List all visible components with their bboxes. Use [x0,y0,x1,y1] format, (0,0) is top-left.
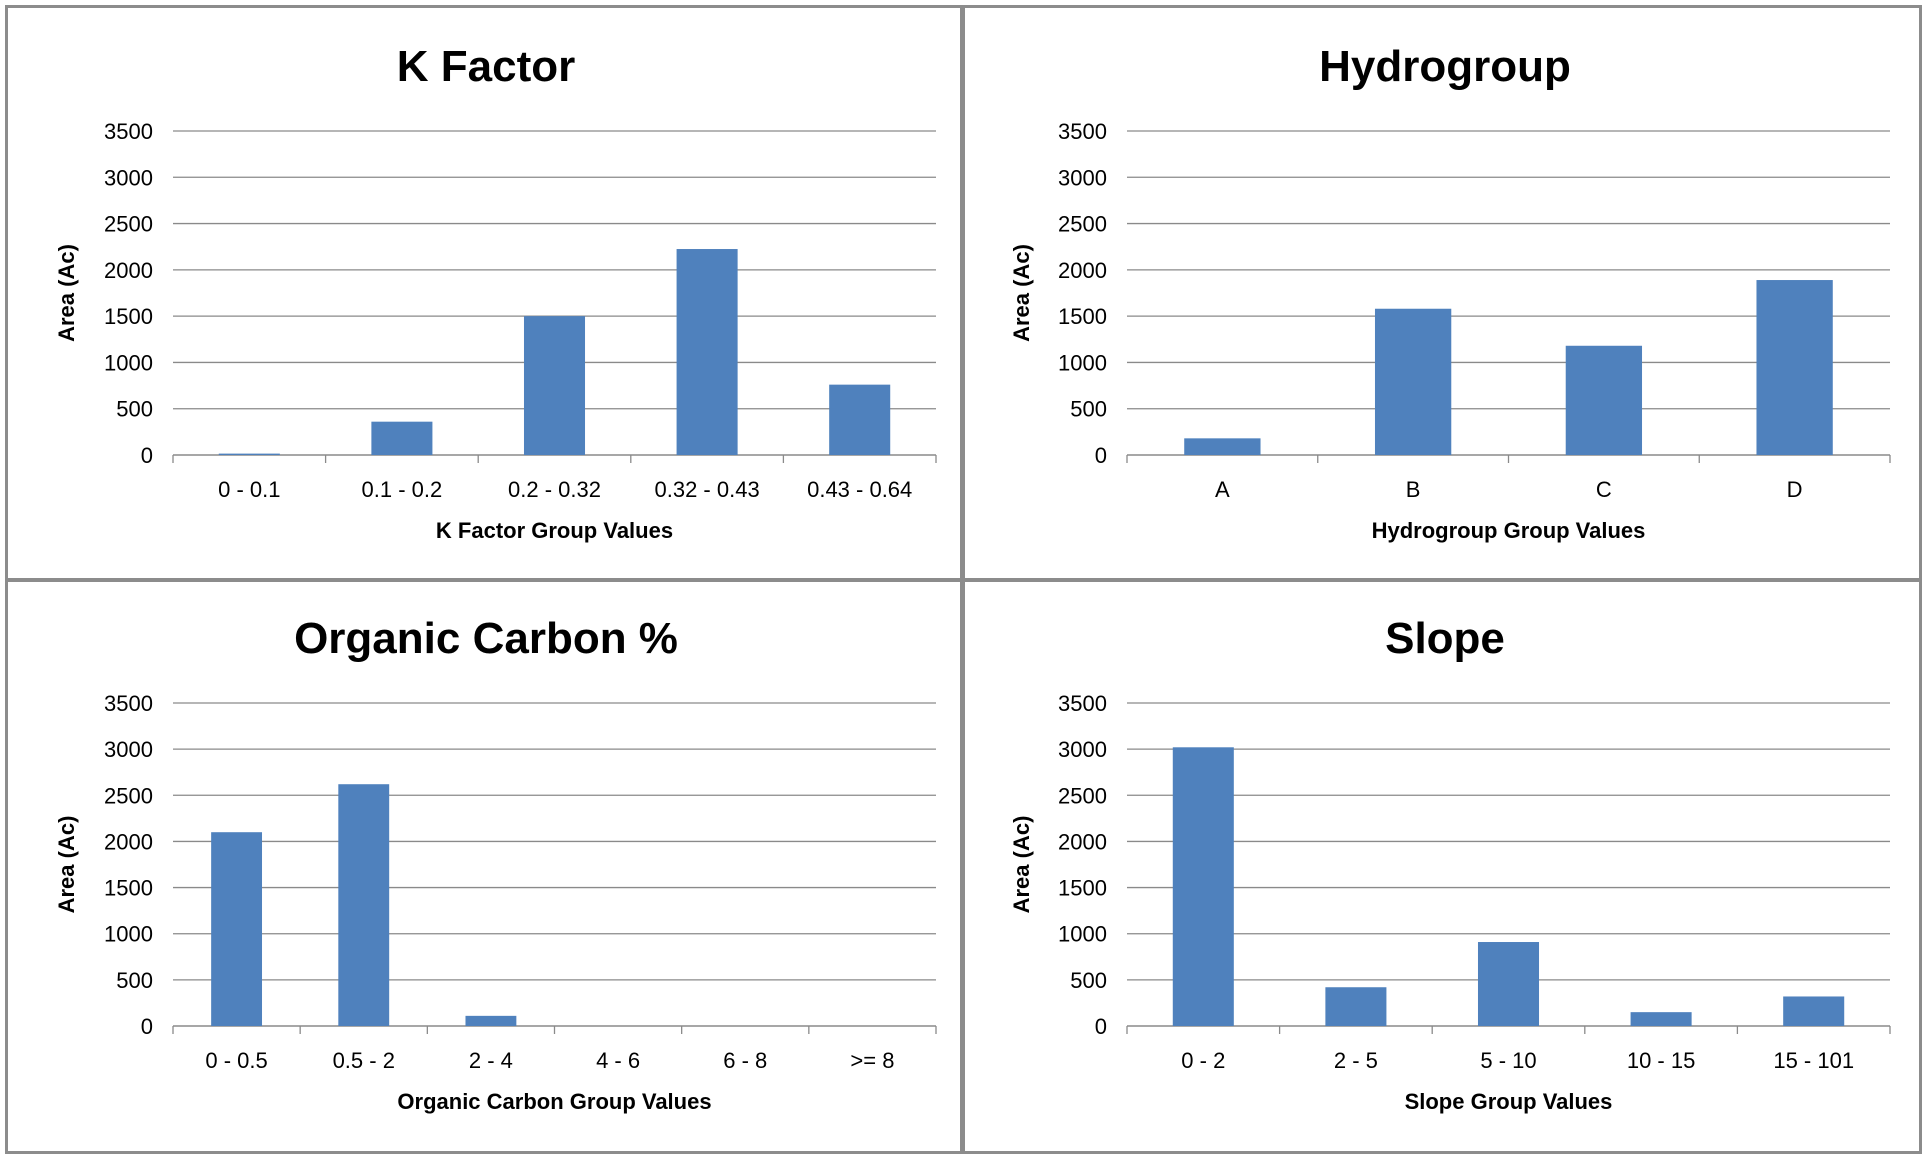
y-tick-label: 3500 [1058,691,1107,716]
bar [1172,747,1234,1026]
y-tick-label: 1500 [104,304,153,329]
y-tick-label: 500 [1070,397,1107,422]
x-tick-label: 0.5 - 2 [333,1048,395,1073]
y-tick-label: 0 [1095,1014,1107,1039]
x-tick-label: 0 - 0.5 [205,1048,267,1073]
x-tick-label: 0 - 0.1 [218,477,280,502]
bar [523,316,586,455]
y-tick-label: 500 [116,968,153,993]
x-tick-label: 6 - 8 [723,1048,767,1073]
y-tick-label: 1000 [1058,350,1107,375]
bar [1184,438,1261,455]
y-tick-label: 2500 [1058,783,1107,808]
k-factor-chart-panel: 0 500 1000 1500 2000 2500 3000 3500 0 - 0.1 0.1 -… [5,5,963,581]
organic-carbon-chart: 0 500 1000 1500 2000 2500 3000 3500 0 - 0.5 0.5 -… [54,614,937,1114]
bar [1630,1012,1692,1026]
y-tick-label: 500 [1070,968,1107,993]
hydrogroup-chart-panel: 0 500 1000 1500 2000 2500 3000 3500 A B C D Hydrogro… [962,5,1922,581]
y-tick-label: 3000 [1058,737,1107,762]
x-tick-label: 0 - 2 [1181,1048,1225,1073]
x-tick-label: 0.32 - 0.43 [655,477,760,502]
y-tick-label: 2500 [104,212,153,237]
y-tick-label: 2000 [1058,829,1107,854]
y-tick-label: 3500 [104,691,153,716]
y-tick-label: 3000 [104,737,153,762]
y-tick-label: 1500 [1058,304,1107,329]
y-tick-label: 1000 [1058,922,1107,947]
y-tick-label: 2000 [104,829,153,854]
chart-title: Hydrogroup [1319,42,1571,91]
x-axis-title: K Factor Group Values [436,518,673,543]
bar [211,832,263,1026]
x-tick-label: 0.1 - 0.2 [362,477,443,502]
y-tick-label: 1500 [104,876,153,901]
x-axis-title: Organic Carbon Group Values [397,1089,711,1114]
x-tick-label: 5 - 10 [1480,1048,1536,1073]
hydrogroup-chart: 0 500 1000 1500 2000 2500 3000 3500 A B C D Hydrogro… [1009,42,1891,543]
bar [1565,345,1643,455]
bar [1756,280,1833,455]
y-tick-label: 2500 [1058,212,1107,237]
y-axis-title: Area (Ac) [1009,244,1034,342]
x-axis-title: Hydrogroup Group Values [1372,518,1646,543]
bar [1477,942,1540,1026]
y-axis-title: Area (Ac) [54,244,79,342]
y-axis-title: Area (Ac) [54,816,79,914]
y-tick-label: 0 [1095,443,1107,468]
bar [465,1015,517,1026]
x-tick-label: 15 - 101 [1773,1048,1854,1073]
y-tick-label: 0 [141,443,153,468]
x-tick-label: >= 8 [850,1048,894,1073]
organic-carbon-chart-panel: 0 500 1000 1500 2000 2500 3000 3500 0 - 0.5 0.5 -… [5,579,963,1154]
x-axis-title: Slope Group Values [1405,1089,1613,1114]
y-tick-label: 2000 [1058,258,1107,283]
y-tick-label: 0 [141,1014,153,1039]
x-tick-label: 0.43 - 0.64 [807,477,912,502]
y-tick-label: 2500 [104,783,153,808]
slope-chart: 0 500 1000 1500 2000 2500 3000 3500 0 - 2 2 - 5 5 … [1009,614,1891,1114]
x-tick-label: 2 - 4 [469,1048,513,1073]
y-tick-label: 500 [116,397,153,422]
chart-title: Organic Carbon % [294,614,678,663]
y-tick-label: 3000 [104,165,153,190]
chart-title: Slope [1385,614,1505,663]
bar [1783,996,1845,1026]
y-tick-label: 3500 [104,119,153,144]
y-tick-label: 3000 [1058,165,1107,190]
x-tick-label: 10 - 15 [1627,1048,1696,1073]
x-tick-label: A [1215,477,1230,502]
y-tick-label: 1500 [1058,876,1107,901]
k-factor-chart: 0 500 1000 1500 2000 2500 3000 3500 0 - 0.1 0.1 -… [54,42,937,543]
chart-title: K Factor [397,42,575,91]
x-tick-label: C [1596,477,1612,502]
bar [676,249,738,455]
x-tick-label: 4 - 6 [596,1048,640,1073]
x-tick-label: 2 - 5 [1334,1048,1378,1073]
bar [371,421,433,455]
x-tick-label: B [1406,477,1421,502]
bar [1325,987,1387,1026]
x-tick-label: D [1787,477,1803,502]
x-tick-label: 0.2 - 0.32 [508,477,601,502]
bar [218,453,280,455]
slope-chart-panel: 0 500 1000 1500 2000 2500 3000 3500 0 - 2 2 - 5 5 … [962,579,1922,1154]
y-tick-label: 1000 [104,922,153,947]
y-tick-label: 1000 [104,350,153,375]
y-tick-label: 3500 [1058,119,1107,144]
bar [338,784,390,1026]
y-tick-label: 2000 [104,258,153,283]
bar [1374,308,1452,455]
bar [829,384,891,455]
y-axis-title: Area (Ac) [1009,816,1034,914]
